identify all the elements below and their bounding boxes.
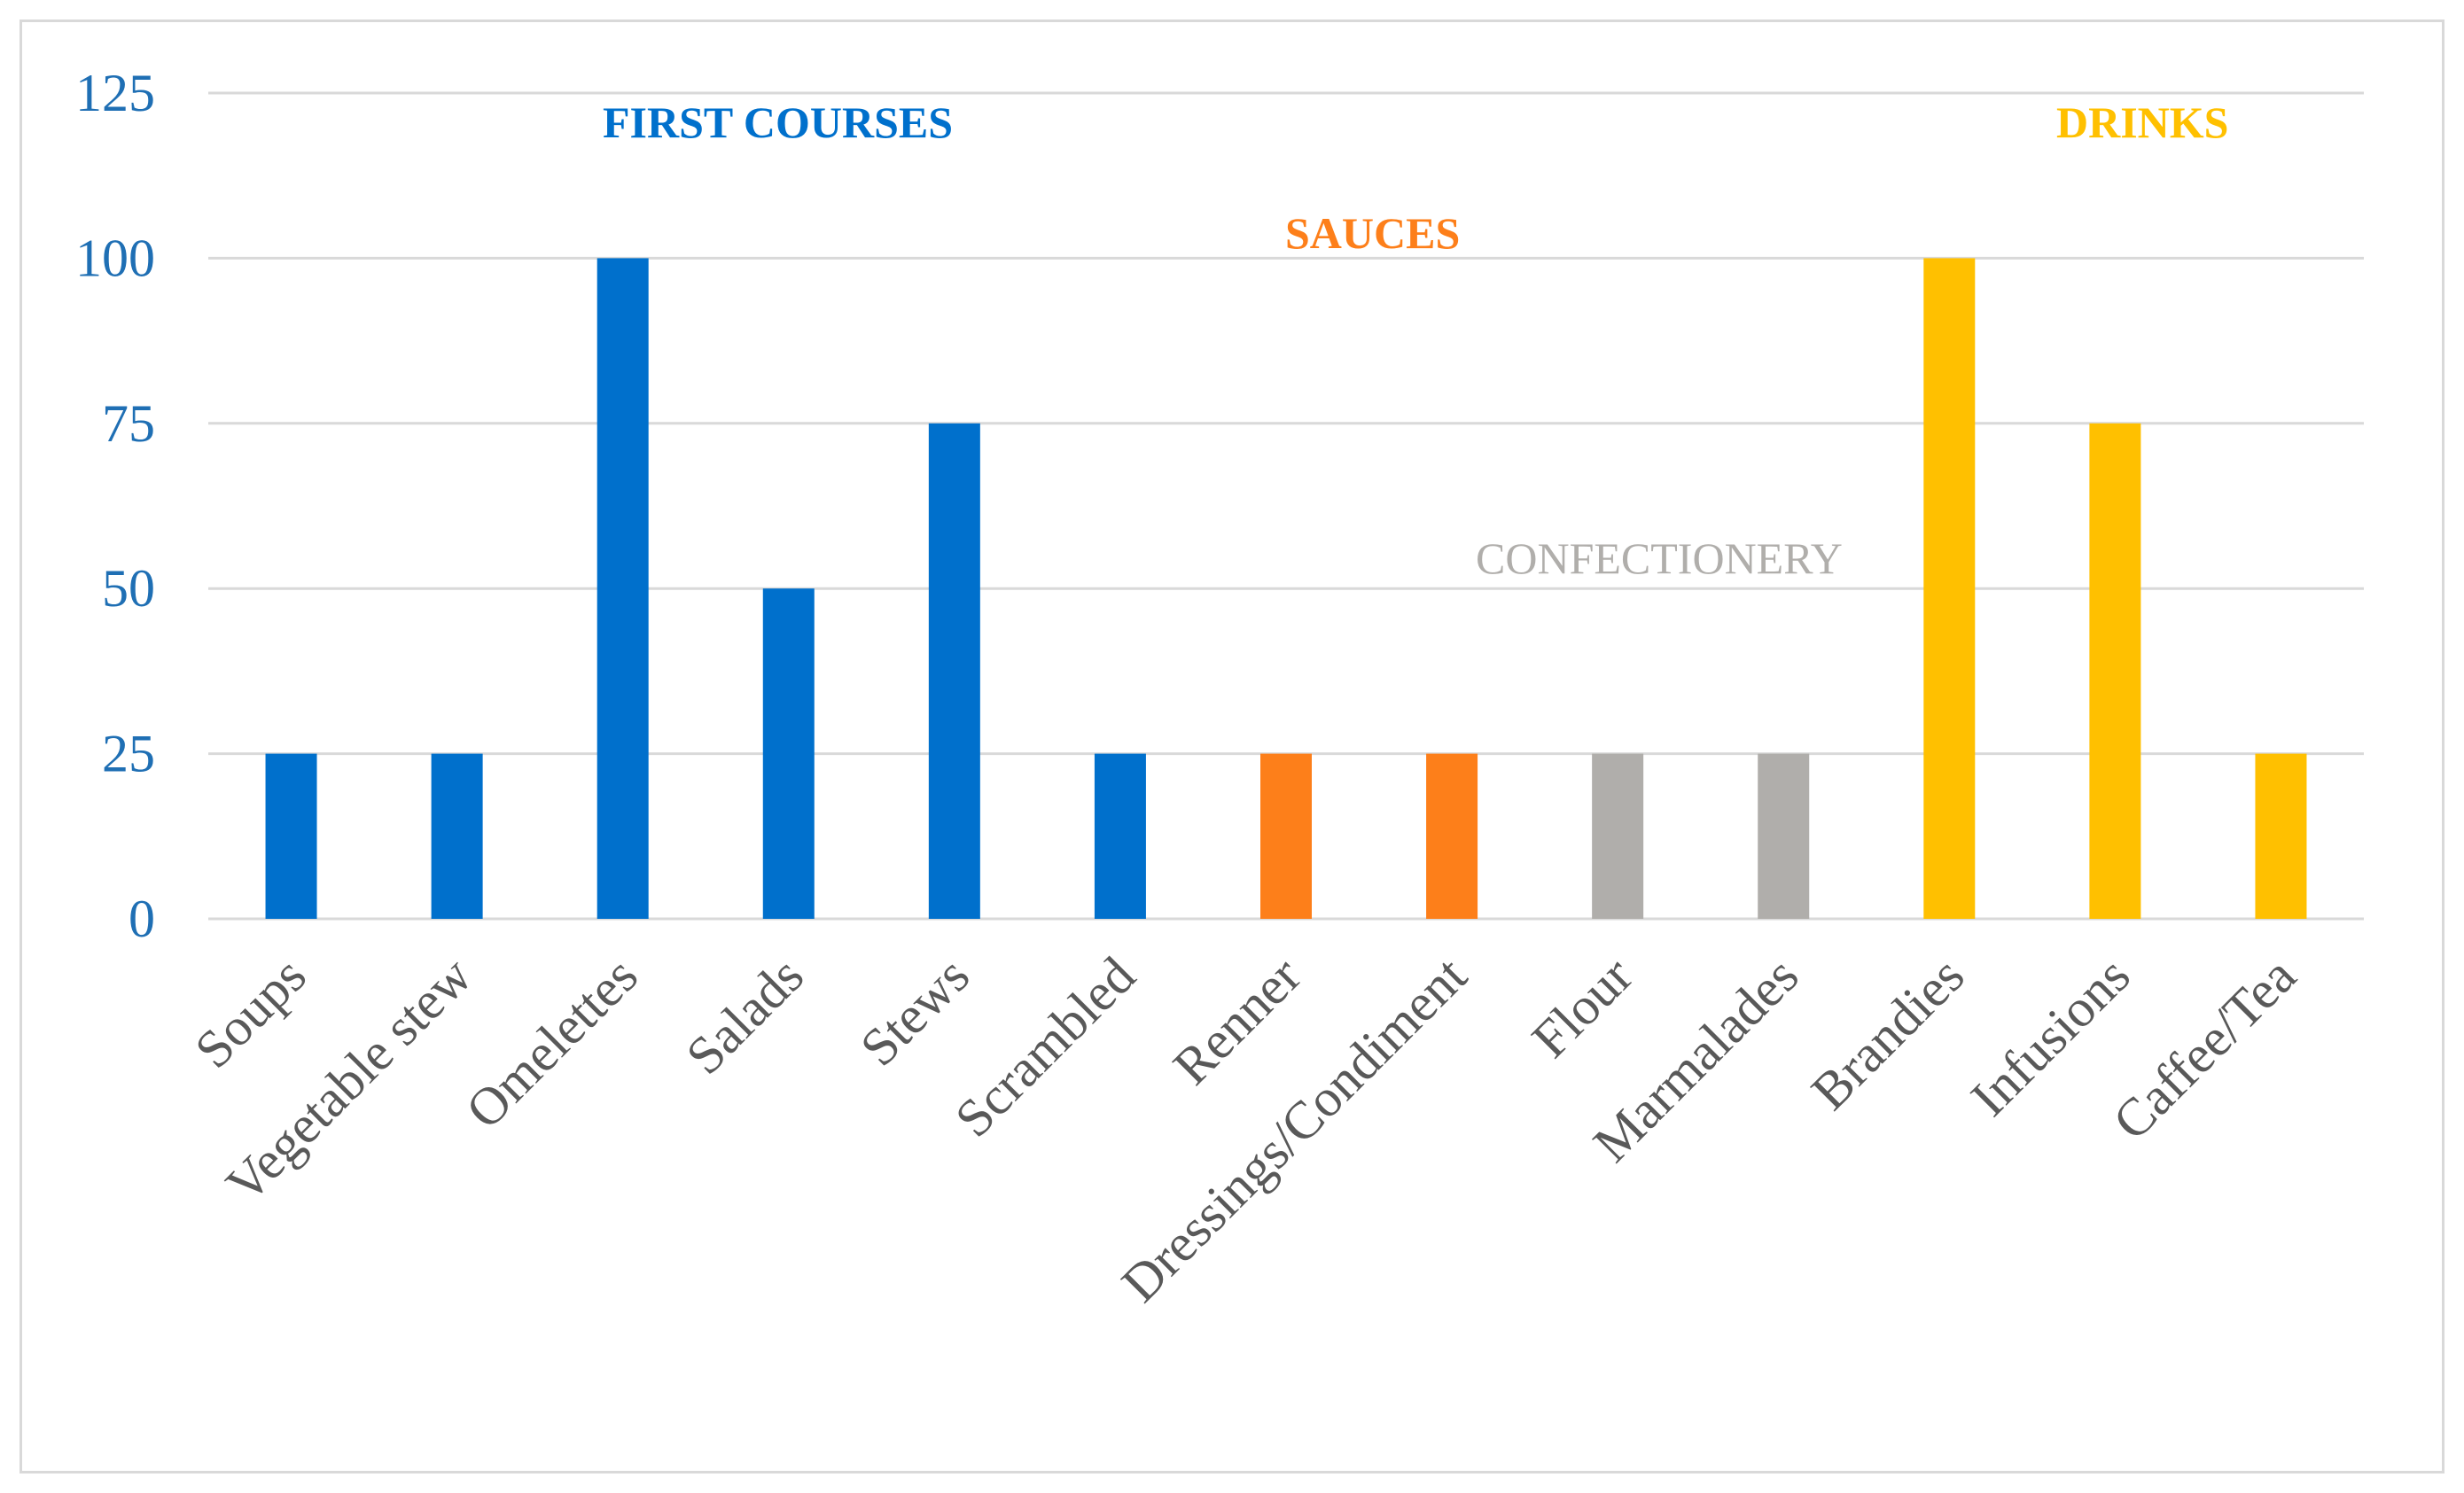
x-tick-label-caffee-tea: Caffee/Tea (2101, 946, 2306, 1151)
annotation-first-courses: FIRST COURSES (603, 97, 953, 147)
bar-omelettes (597, 258, 649, 919)
bar-brandies (1923, 258, 1976, 919)
bar-scrambled (1094, 753, 1146, 919)
chart-frame: 0 25 50 75 100 125 Soups Vegetable stew Omelett… (19, 19, 2445, 1474)
bar-dressings-condiment (1426, 753, 1478, 919)
x-tick-label-brandies: Brandies (1800, 946, 1975, 1121)
x-tick-label-renner: Renner (1162, 946, 1312, 1096)
y-tick-label: 25 (102, 725, 155, 783)
bar-soups (265, 753, 317, 919)
bars (265, 258, 2307, 919)
y-tick-label: 75 (102, 394, 155, 453)
y-tick-label: 50 (102, 559, 155, 618)
x-tick-label-soups: Soups (183, 946, 316, 1079)
y-tick-label: 125 (75, 64, 155, 122)
gridlines (208, 91, 2364, 921)
annotation-drinks: DRINKS (2056, 97, 2228, 147)
y-axis-tick-labels: 0 25 50 75 100 125 (75, 64, 155, 948)
x-tick-label-stews: Stews (849, 946, 980, 1077)
bar-stews (928, 423, 980, 919)
annotation-sauces: SAUCES (1285, 208, 1460, 258)
x-tick-label-salads: Salads (675, 946, 815, 1085)
bar-vegetable-stew (431, 753, 483, 919)
y-tick-label: 100 (75, 229, 155, 287)
bar-flour (1592, 753, 1644, 919)
x-tick-label-flour: Flour (1521, 946, 1644, 1069)
x-tick-label-omelettes: Omelettes (455, 946, 649, 1140)
y-tick-label: 0 (129, 890, 155, 948)
bar-renner (1260, 753, 1312, 919)
bar-salads (762, 588, 815, 919)
annotation-confectionery: CONFECTIONERY (1476, 533, 1843, 583)
x-tick-label-scrambled: Scrambled (944, 946, 1146, 1148)
bar-infusions (2089, 423, 2141, 919)
bar-marmalades (1758, 753, 1810, 919)
group-annotations: FIRST COURSES SAUCES CONFECTIONERY DRINK… (603, 97, 2228, 583)
bar-caffee-tea (2255, 753, 2307, 919)
